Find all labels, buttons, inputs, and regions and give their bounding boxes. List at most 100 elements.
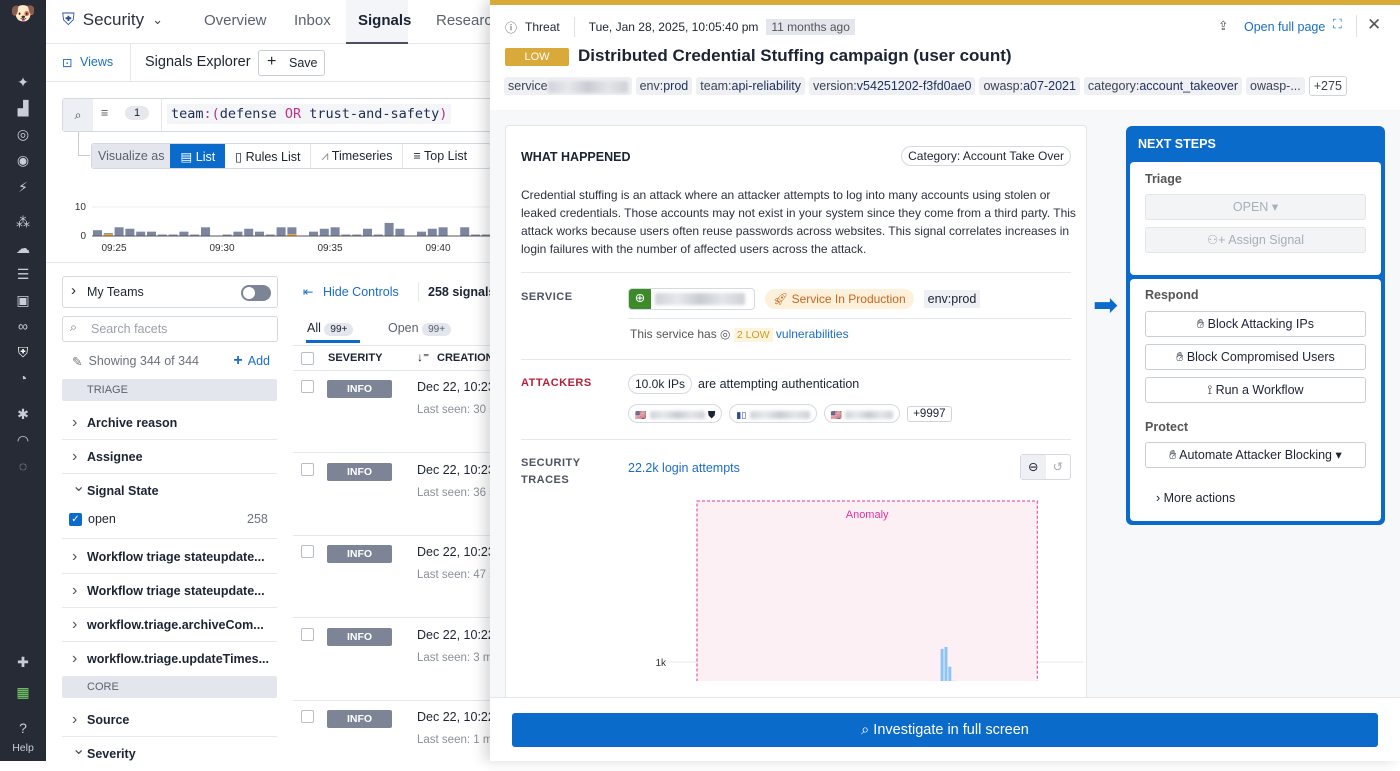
column-creation[interactable]: CREATION bbox=[437, 352, 490, 364]
histogram-bar[interactable] bbox=[277, 227, 286, 236]
table-row[interactable]: INFO Dec 22, 10:23 Last seen: 36 s bbox=[293, 454, 490, 536]
more-actions-toggle[interactable]: › More actions bbox=[1156, 491, 1235, 505]
bolt-icon[interactable]: ⚡ bbox=[13, 177, 33, 197]
row-checkbox[interactable] bbox=[301, 710, 314, 723]
row-checkbox[interactable] bbox=[301, 463, 314, 476]
bug-icon[interactable]: ✱ bbox=[13, 404, 33, 424]
facet-workflow-triage-state-2[interactable]: Workflow triage stateupdate... bbox=[62, 574, 277, 608]
run-workflow-button[interactable]: ⟟ Run a Workflow bbox=[1145, 377, 1366, 403]
reset-icon[interactable]: ↺ bbox=[1046, 455, 1071, 479]
row-checkbox[interactable] bbox=[301, 380, 314, 393]
histogram-bar[interactable] bbox=[147, 232, 156, 236]
chart-icon[interactable]: ▟ bbox=[13, 98, 33, 118]
integrations-icon[interactable]: ▦ bbox=[13, 682, 33, 702]
histogram-bar[interactable] bbox=[233, 232, 242, 236]
tab-open[interactable]: Open 99+ bbox=[388, 321, 451, 335]
tag-chip[interactable]: service bbox=[504, 77, 632, 95]
login-failures-chart[interactable]: 00.5k1kAnomaly21:0022:0023:00Wed 29login… bbox=[616, 491, 1086, 681]
search-facets-input[interactable]: ⌕ Search facets bbox=[62, 316, 278, 342]
histogram-bar[interactable] bbox=[428, 229, 437, 236]
histogram-bar[interactable] bbox=[179, 232, 188, 236]
facet-source[interactable]: Source bbox=[62, 703, 277, 737]
histogram-bar[interactable] bbox=[125, 229, 134, 236]
tag-chip[interactable]: owasp:a07-2021 bbox=[979, 77, 1079, 95]
cluster-icon[interactable]: ⁂ bbox=[13, 212, 33, 232]
datadog-logo-icon[interactable]: 🐶 bbox=[10, 4, 36, 30]
visualize-timeseries[interactable]: ⩘ Timeseries bbox=[311, 144, 403, 168]
tag-chip[interactable]: version:v54251202-f3fd0ae0 bbox=[809, 77, 975, 95]
facet-workflow-triage-state[interactable]: Workflow triage stateupdate... bbox=[62, 540, 277, 574]
table-row[interactable]: INFO Dec 22, 10:23 Last seen: 47 s bbox=[293, 536, 490, 618]
expand-icon[interactable]: ⛶ bbox=[1333, 17, 1342, 32]
zoom-out-icon[interactable]: ⊖ bbox=[1021, 455, 1046, 479]
block-attacking-ips-button[interactable]: ✋︎ Block Attacking IPs bbox=[1145, 311, 1366, 337]
sort-icon[interactable]: ↓⁼ bbox=[417, 350, 429, 364]
search-icon[interactable]: ⌕ bbox=[63, 99, 93, 131]
histogram-bar[interactable] bbox=[385, 223, 394, 236]
tab-overview[interactable]: Overview bbox=[204, 12, 267, 29]
filter-icon[interactable]: ≡ bbox=[101, 106, 108, 120]
facet-signal-state[interactable]: Signal State bbox=[62, 474, 277, 508]
list-icon[interactable]: ☰ bbox=[13, 264, 33, 284]
hide-controls-button[interactable]: Hide Controls bbox=[323, 285, 399, 299]
assign-signal-button[interactable]: ⚇+ Assign Signal bbox=[1145, 227, 1366, 253]
status-dropdown[interactable]: OPEN ▾ bbox=[1145, 194, 1366, 220]
facet-workflow-update[interactable]: workflow.triage.updateTimes... bbox=[62, 642, 277, 676]
table-row[interactable]: INFO Dec 22, 10:22 Last seen: 1 m bbox=[293, 701, 490, 761]
visualize-top-list[interactable]: ≡ Top List bbox=[403, 144, 477, 168]
tab-signals[interactable]: Signals bbox=[346, 0, 408, 44]
puzzle-blocks-icon[interactable]: ▣ bbox=[13, 290, 33, 310]
histogram-bar[interactable] bbox=[395, 229, 404, 236]
tag-chip[interactable]: category:account_takeover bbox=[1084, 77, 1242, 95]
tag-chip[interactable]: team:api-reliability bbox=[696, 77, 805, 95]
cloud-shield-icon[interactable]: ☁ bbox=[13, 238, 33, 258]
investigate-full-screen-button[interactable]: ⌕ Investigate in full screen bbox=[512, 713, 1378, 747]
row-checkbox[interactable] bbox=[301, 545, 314, 558]
tag-chip[interactable]: owasp-... bbox=[1246, 77, 1305, 95]
section-triage[interactable]: TRIAGE bbox=[62, 379, 277, 401]
radar-icon[interactable]: ◌ bbox=[13, 456, 33, 476]
product-switcher[interactable]: ⛨ Security ⌄ bbox=[62, 10, 163, 30]
histogram-bar[interactable] bbox=[255, 232, 264, 236]
table-row[interactable]: INFO Dec 22, 10:23 Last seen: 30 s bbox=[293, 371, 490, 453]
timer-icon[interactable]: ◔ bbox=[13, 368, 33, 388]
histogram-bar[interactable] bbox=[320, 229, 329, 236]
save-view-button[interactable]: + Save bbox=[258, 50, 325, 76]
more-tags-button[interactable]: +275 bbox=[1309, 76, 1347, 96]
close-icon[interactable]: ✕ bbox=[1367, 15, 1381, 35]
select-all-checkbox[interactable] bbox=[301, 352, 314, 365]
add-facet-button[interactable]: + Add bbox=[233, 352, 270, 370]
histogram-bar[interactable] bbox=[460, 227, 469, 236]
help-label[interactable]: Help bbox=[0, 742, 46, 754]
chart-bar[interactable] bbox=[941, 649, 944, 681]
link-icon[interactable]: ∞ bbox=[13, 316, 33, 336]
service-chip[interactable]: ⊕ bbox=[628, 288, 755, 310]
facet-archive-reason[interactable]: Archive reason bbox=[62, 406, 277, 440]
vulnerabilities-link[interactable]: vulnerabilities bbox=[776, 327, 849, 341]
table-row[interactable]: INFO Dec 22, 10:22 Last seen: 3 m bbox=[293, 619, 490, 701]
histogram-bar[interactable] bbox=[201, 227, 210, 236]
ip-count-pill[interactable]: 10.0k IPs bbox=[628, 374, 692, 394]
chart-bar[interactable] bbox=[944, 647, 947, 681]
histogram-bar[interactable] bbox=[363, 229, 372, 236]
histogram-bar[interactable] bbox=[331, 227, 340, 236]
histogram-bar[interactable] bbox=[93, 230, 102, 236]
facet-assignee[interactable]: Assignee bbox=[62, 440, 277, 474]
share-icon[interactable]: ⇪ bbox=[1218, 18, 1228, 33]
signal-icon[interactable]: ◉ bbox=[13, 150, 33, 170]
edit-icon[interactable]: ✎ bbox=[72, 354, 82, 369]
views-button[interactable]: Views bbox=[80, 55, 113, 69]
my-teams-filter[interactable]: › My Teams bbox=[62, 276, 278, 308]
tab-all[interactable]: All 99+ bbox=[307, 321, 353, 335]
shield-icon[interactable]: ⛨ bbox=[13, 342, 33, 362]
help-icon[interactable]: ? bbox=[13, 718, 33, 738]
histogram-bar[interactable] bbox=[244, 229, 253, 236]
ip-chip[interactable]: ▮▯ bbox=[729, 404, 816, 423]
histogram-bar[interactable] bbox=[309, 232, 318, 236]
query-input[interactable]: team:(defense OR trust-and-safety) bbox=[167, 104, 451, 124]
facet-severity[interactable]: Severity bbox=[62, 737, 277, 771]
block-compromised-users-button[interactable]: ✋︎ Block Compromised Users bbox=[1145, 344, 1366, 370]
login-attempts-link[interactable]: 22.2k login attempts bbox=[628, 461, 740, 475]
sparkle-icon[interactable]: ✦ bbox=[13, 72, 33, 92]
